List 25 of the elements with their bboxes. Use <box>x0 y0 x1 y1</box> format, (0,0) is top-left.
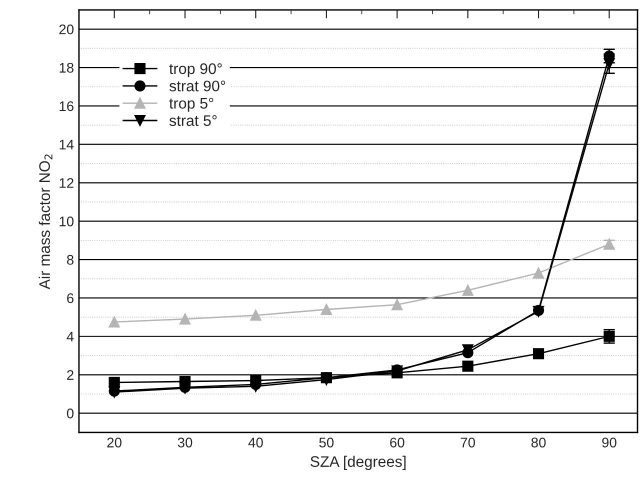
x-tick-label: 20 <box>107 438 122 448</box>
x-tick-label: 50 <box>319 438 334 448</box>
y-tick-label: 10 <box>60 216 74 226</box>
y-tick-label: 0 <box>66 408 74 418</box>
y-axis-title: Air mass factor NO$_{2}$ <box>38 154 52 290</box>
y-tick-label: 18 <box>60 62 74 73</box>
y-tick-label: 4 <box>66 332 74 342</box>
y-tick-label: 14 <box>60 140 74 150</box>
legend-label: strat 90° <box>169 80 226 92</box>
y-tick-label: 6 <box>67 293 74 304</box>
x-tick-label: 90 <box>602 438 616 448</box>
x-axis-title: SZA [degrees] <box>310 456 406 470</box>
legend-label: strat 5° <box>169 115 217 126</box>
x-tick-label: 60 <box>390 438 404 448</box>
x-tick-label: 80 <box>531 438 546 448</box>
legend-label: trop 90° <box>169 63 222 78</box>
legend-label: trop 5° <box>169 98 214 112</box>
y-tick-label: 16 <box>60 101 74 112</box>
y-tick-label: 20 <box>59 24 74 34</box>
x-tick-label: 30 <box>178 438 192 448</box>
y-tick-label: 8 <box>66 254 74 265</box>
x-tick-label: 40 <box>248 438 263 448</box>
y-tick-label: 2 <box>67 370 74 380</box>
x-tick-label: 70 <box>460 438 476 448</box>
y-tick-label: 12 <box>60 178 74 188</box>
